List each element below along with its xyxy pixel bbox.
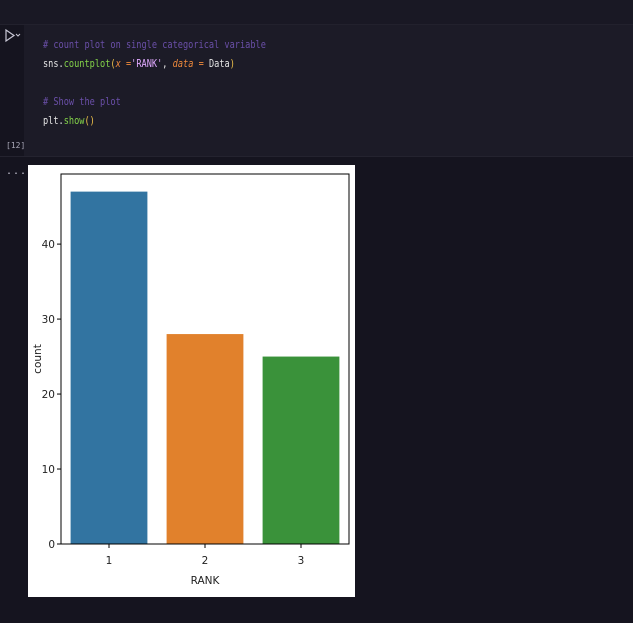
code-token: (	[110, 58, 116, 70]
output-more-button[interactable]: ...	[6, 166, 28, 177]
code-line: sns.countplot(x ='RANK', data = Data)	[43, 57, 235, 71]
code-cell[interactable]: [12] # count plot on single categorical …	[0, 25, 633, 156]
top-toolbar	[0, 0, 633, 25]
code-token: sns.	[43, 58, 64, 70]
code-token: ()	[84, 115, 95, 127]
x-tick-label: 1	[106, 555, 113, 567]
y-tick-label: 40	[42, 239, 55, 251]
code-token: )	[229, 58, 235, 70]
y-axis-label: count	[32, 344, 44, 374]
play-icon	[5, 28, 21, 43]
x-axis-label: RANK	[191, 575, 221, 587]
count-plot-chart: 0 10 20 30 40 1 2 3 RANK count	[32, 173, 350, 587]
bar-1	[70, 191, 148, 544]
run-cell-button[interactable]	[4, 28, 24, 44]
code-token: show	[63, 115, 85, 127]
code-token: 'RANK'	[131, 58, 163, 70]
code-token: # count plot on single categorical varia…	[43, 39, 266, 51]
code-token: # Show the plot	[43, 96, 121, 108]
y-tick-label: 20	[42, 389, 55, 401]
code-line: plt.show()	[43, 114, 95, 128]
code-line: # Show the plot	[43, 95, 121, 109]
bar-2	[166, 334, 244, 544]
output-figure: 0 10 20 30 40 1 2 3 RANK count	[28, 165, 355, 597]
code-token: countplot	[63, 58, 111, 70]
x-tick-label: 2	[202, 555, 209, 567]
code-editor[interactable]: # count plot on single categorical varia…	[24, 25, 633, 156]
code-token: =	[120, 58, 132, 70]
y-tick-label: 0	[48, 539, 55, 551]
x-tick-label: 3	[298, 555, 305, 567]
code-token: plt.	[43, 115, 64, 127]
code-token: =	[193, 58, 209, 70]
code-token: data	[172, 58, 194, 70]
y-tick-label: 30	[42, 314, 55, 326]
code-token: Data	[208, 58, 230, 70]
cell-divider	[0, 156, 633, 157]
code-line: # count plot on single categorical varia…	[43, 38, 266, 52]
y-tick-label: 10	[42, 464, 55, 476]
code-token: x	[115, 58, 121, 70]
code-token: ,	[162, 58, 173, 70]
bar-3	[262, 356, 340, 544]
cell-gutter: [12]	[0, 25, 26, 156]
execution-count: [12]	[6, 141, 26, 150]
